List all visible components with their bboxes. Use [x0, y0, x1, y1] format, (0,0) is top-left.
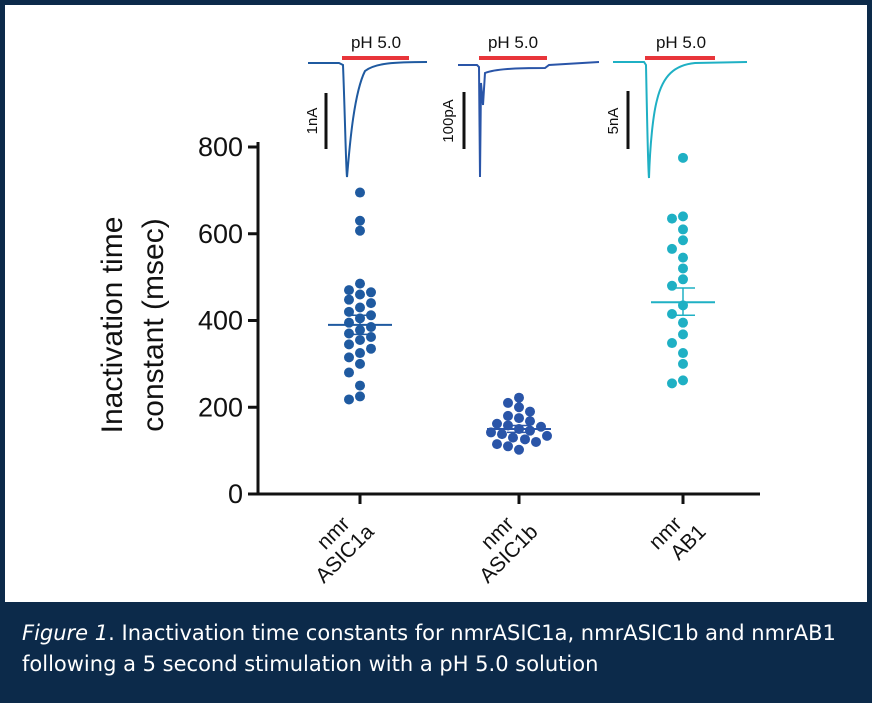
data-point-nmrASIC1b — [525, 425, 535, 436]
figure-panel — [5, 5, 867, 602]
data-point-nmrASIC1b — [503, 397, 513, 408]
data-point-nmrAB1 — [678, 274, 688, 285]
data-point-nmrASIC1b — [525, 416, 535, 427]
ph-label-1: pH 5.0 — [351, 33, 401, 52]
data-point-nmrASIC1a — [344, 352, 354, 363]
data-point-nmrASIC1a — [355, 335, 365, 346]
scatter-chart: 0 200 400 600 800 Inactivation time constant… — [96, 33, 760, 588]
data-points — [344, 152, 688, 455]
ph-label-2: pH 5.0 — [488, 33, 538, 52]
data-point-nmrASIC1a — [366, 287, 376, 298]
data-point-nmrASIC1a — [355, 302, 365, 313]
data-point-nmrASIC1a — [344, 328, 354, 339]
x-ticks — [358, 494, 685, 504]
data-point-nmrAB1 — [678, 252, 688, 263]
data-point-nmrAB1 — [678, 375, 688, 386]
data-point-nmrASIC1b — [525, 406, 535, 417]
data-point-nmrAB1 — [678, 224, 688, 235]
data-point-nmrAB1 — [667, 378, 677, 389]
data-point-nmrASIC1a — [355, 348, 365, 359]
category-labels: nmr ASIC1a nmr ASIC1b nmr AB1 — [311, 512, 710, 587]
data-point-nmrASIC1b — [531, 436, 541, 447]
scale-label-1: 1nA — [304, 108, 321, 135]
data-point-nmrAB1 — [678, 152, 688, 163]
ph-label-3: pH 5.0 — [656, 33, 706, 52]
data-point-nmrASIC1a — [355, 380, 365, 391]
scale-label-2: 100pA — [440, 99, 457, 142]
y-tick-label: 800 — [198, 132, 243, 162]
data-point-nmrAB1 — [678, 348, 688, 359]
caption-figure-label: Figure 1 — [22, 621, 109, 645]
data-point-nmrASIC1a — [366, 298, 376, 309]
data-point-nmrASIC1b — [503, 441, 513, 452]
data-point-nmrAB1 — [667, 308, 677, 319]
data-point-nmrAB1 — [667, 213, 677, 224]
data-point-nmrASIC1a — [344, 394, 354, 405]
data-point-nmrASIC1b — [536, 421, 546, 432]
data-point-nmrASIC1a — [355, 187, 365, 198]
data-point-nmrAB1 — [678, 263, 688, 274]
data-point-nmrASIC1a — [355, 289, 365, 300]
current-trace-2 — [458, 61, 600, 178]
data-point-nmrAB1 — [667, 338, 677, 349]
data-point-nmrASIC1b — [497, 429, 507, 440]
data-point-nmrAB1 — [667, 243, 677, 254]
y-axis-label-line1: Inactivation time — [96, 217, 129, 434]
data-point-nmrASIC1a — [355, 391, 365, 402]
trace-inset-3: pH 5.0 5nA — [605, 33, 748, 179]
y-tick-label: 200 — [198, 392, 243, 422]
data-point-nmrASIC1b — [514, 392, 524, 403]
current-trace-1 — [308, 61, 428, 178]
trace-inset-2: pH 5.0 100pA — [440, 33, 600, 178]
data-point-nmrASIC1b — [503, 410, 513, 421]
data-point-nmrASIC1a — [344, 306, 354, 317]
data-point-nmrASIC1b — [542, 430, 552, 441]
data-point-nmrAB1 — [678, 211, 688, 222]
y-tick-label: 400 — [198, 306, 243, 336]
data-point-nmrASIC1b — [492, 418, 502, 429]
data-point-nmrASIC1a — [344, 317, 354, 328]
data-point-nmrASIC1a — [355, 278, 365, 289]
current-trace-3 — [613, 61, 748, 179]
data-point-nmrASIC1a — [344, 367, 354, 378]
data-point-nmrASIC1a — [344, 294, 354, 305]
data-point-nmrASIC1a — [366, 331, 376, 342]
data-point-nmrASIC1b — [492, 439, 502, 450]
data-point-nmrASIC1b — [508, 432, 518, 443]
data-point-nmrASIC1b — [514, 413, 524, 424]
data-point-nmrAB1 — [667, 280, 677, 291]
data-point-nmrASIC1a — [355, 225, 365, 236]
data-point-nmrAB1 — [678, 317, 688, 328]
y-ticks: 0 200 400 600 800 — [198, 132, 258, 509]
y-tick-label: 0 — [228, 479, 243, 509]
y-axis-label-line2: constant (msec) — [137, 218, 170, 431]
data-point-nmrASIC1a — [355, 358, 365, 369]
caption-text: . Inactivation time constants for nmrASI… — [22, 621, 836, 676]
data-point-nmrAB1 — [678, 329, 688, 340]
data-point-nmrASIC1b — [514, 402, 524, 413]
data-point-nmrAB1 — [678, 358, 688, 369]
data-point-nmrASIC1b — [514, 444, 524, 455]
trace-inset-1: pH 5.0 1nA — [304, 33, 428, 178]
data-point-nmrASIC1a — [344, 339, 354, 350]
figure-caption: Figure 1. Inactivation time constants fo… — [22, 618, 852, 680]
y-tick-label: 600 — [198, 219, 243, 249]
mean-sem-bars — [328, 287, 715, 434]
data-point-nmrASIC1a — [355, 215, 365, 226]
data-point-nmrASIC1b — [520, 434, 530, 445]
data-point-nmrASIC1a — [366, 343, 376, 354]
data-point-nmrAB1 — [678, 235, 688, 246]
data-point-nmrASIC1a — [366, 322, 376, 333]
scale-label-3: 5nA — [605, 108, 622, 135]
data-point-nmrASIC1a — [344, 285, 354, 296]
